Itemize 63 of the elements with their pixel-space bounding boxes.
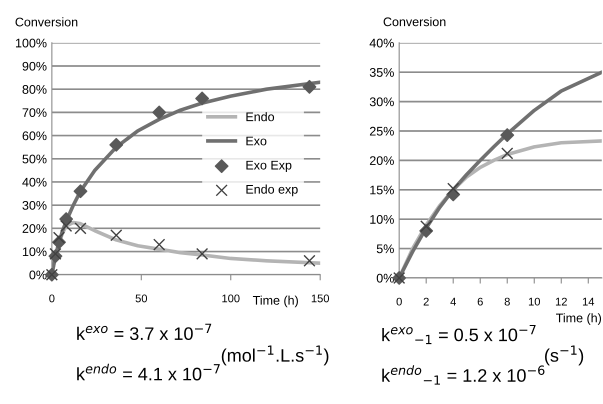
y-tick-label: 5% [376, 244, 394, 254]
x-tick-label: 0 [396, 298, 402, 306]
point [420, 220, 432, 232]
y-tick-label: 40% [22, 178, 47, 187]
y-tick-label: 0% [376, 274, 394, 283]
point [110, 229, 122, 242]
y-tick-label: 0% [29, 270, 47, 280]
y-tick-label: 30% [22, 200, 47, 210]
y-tick-label: 90% [22, 62, 47, 71]
legend-label: Endo [246, 112, 274, 122]
x-tick-label: 150 [312, 294, 330, 302]
point [109, 138, 124, 152]
x-tick-label: 4 [450, 298, 456, 306]
point [74, 184, 88, 198]
y-tick-label: 20% [370, 156, 394, 166]
y-tick-label: 50% [22, 154, 47, 164]
y-tick-label: 30% [370, 97, 394, 106]
point [60, 220, 72, 232]
x-tick-label: 6 [478, 298, 483, 306]
text: (mol$^{−1}$.L.s$^{−1}$) [222, 346, 328, 366]
point [49, 248, 62, 260]
text: (s$^{−1}$) [545, 346, 584, 366]
y-tick-label: 25% [370, 126, 394, 136]
point [52, 232, 66, 244]
y-tick-label: 10% [370, 214, 394, 224]
point [500, 128, 514, 142]
y-tick-label: 40% [370, 38, 394, 48]
point [195, 92, 210, 106]
x-tick-label: 100 [222, 294, 240, 302]
text: k$^{exo}$$_{−1}$ = 0.5 x 10$^{−7}$ [382, 324, 536, 344]
y-axis-title: Conversion [384, 17, 446, 26]
y-tick-label: 20% [22, 224, 47, 233]
point [447, 182, 460, 195]
y-tick-label: 60% [22, 131, 47, 140]
legend-label: Endo exp [246, 184, 298, 196]
y-tick-label: 35% [370, 68, 394, 77]
x-tick-label: 8 [504, 298, 510, 306]
x-tick-label: 10 [528, 298, 540, 306]
point [152, 105, 166, 120]
x-tick-label: 2 [424, 298, 429, 306]
x-tick-label: 12 [556, 298, 567, 306]
point [196, 248, 208, 260]
y-tick-label: 70% [22, 108, 47, 118]
text: k$^{endo}$$_{−1}$ = 1.2 x 10$^{−6}$ [382, 365, 544, 385]
point [302, 80, 316, 94]
y-tick-label: 100% [16, 38, 47, 48]
text: k$^{exo}$ = 3.7 x 10$^{−7}$ [77, 324, 212, 340]
x-tick-label: 50 [136, 294, 148, 302]
point [74, 222, 87, 234]
point [153, 238, 166, 251]
point [303, 254, 316, 267]
text: k$^{endo}$ = 4.1 x 10$^{−7}$ [77, 364, 220, 380]
x-axis-title: Time (h) [252, 296, 298, 308]
y-tick-label: 80% [22, 85, 47, 94]
point [501, 147, 514, 160]
legend-label: Exo [246, 136, 266, 146]
x-axis-title: Time (h) [556, 313, 602, 325]
x-tick-label: 0 [49, 294, 55, 302]
x-tick-label: 14 [582, 298, 594, 306]
y-tick-label: 15% [370, 186, 394, 194]
y-tick-label: 10% [22, 247, 47, 256]
y-axis-title: Conversion [16, 17, 78, 26]
legend-label: Exo Exp [246, 160, 292, 172]
